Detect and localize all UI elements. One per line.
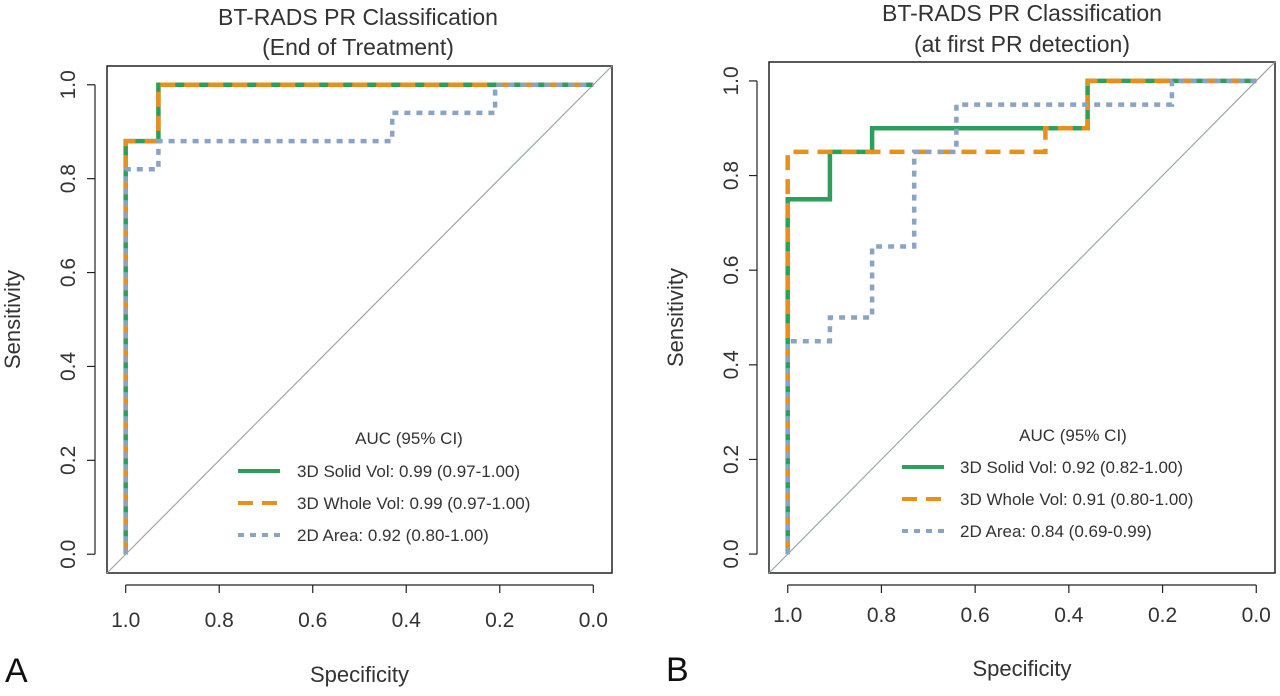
y-tick-label: 1.0 [57,70,80,99]
reference-diagonal [106,65,613,574]
x-tick-label: 0.2 [485,609,514,632]
legend-entry: 3D Whole Vol: 0.91 (0.80-1.00) [960,490,1193,509]
roc-curve-dotted [785,78,1257,555]
y-axis-label: Sensitivity [0,270,25,369]
y-tick-label: 0.6 [57,258,80,287]
x-tick-label: 0.6 [961,604,990,627]
y-axis-label: Sensitivity [663,268,688,367]
y-tick-label: 0.8 [57,164,80,193]
legend-title: AUC (95% CI) [355,429,463,448]
panel-letter: B [666,651,689,689]
y-tick-label: 1.0 [720,66,743,95]
y-tick-label: 0.6 [720,256,743,285]
y-tick-label: 0.2 [720,445,743,474]
legend-entry: 2D Area: 0.84 (0.69-0.99) [960,522,1152,541]
y-tick-label: 0.8 [720,161,743,190]
y-tick-label: 0.0 [57,540,80,569]
y-tick-label: 0.4 [57,352,80,382]
x-tick-label: 0.2 [1148,604,1177,627]
legend-entry: 3D Whole Vol: 0.99 (0.97-1.00) [297,494,530,513]
plot-frame [106,65,613,574]
panel-letter: A [5,652,28,690]
roc-curve-dotted [123,82,594,555]
x-axis-label: Specificity [972,656,1071,681]
roc-curve-dashed [785,78,1257,555]
legend-entry: 3D Solid Vol: 0.99 (0.97-1.00) [297,462,520,481]
plot-frame [768,61,1276,574]
chart-title-line: BT-RADS PR Classification [882,0,1162,26]
y-tick-label: 0.4 [720,350,743,380]
legend-entry: 2D Area: 0.92 (0.80-1.00) [297,526,489,545]
y-tick-label: 0.0 [720,539,743,568]
x-tick-label: 0.0 [579,609,608,632]
x-tick-label: 0.4 [392,609,422,632]
y-tick-label: 0.2 [57,446,80,475]
reference-diagonal [768,61,1276,574]
x-tick-label: 0.4 [1054,604,1084,627]
chart-title-line: BT-RADS PR Classification [218,4,498,30]
x-tick-label: 0.8 [205,609,234,632]
legend-entry: 3D Solid Vol: 0.92 (0.82-1.00) [960,458,1183,477]
x-tick-label: 1.0 [111,609,140,632]
chart-title-line: (End of Treatment) [262,34,454,60]
x-tick-label: 1.0 [773,604,802,627]
roc-panel-a: BT-RADS PR Classification (End of Treatme… [0,4,613,690]
chart-title-line: (at first PR detection) [914,31,1130,57]
x-tick-label: 0.8 [867,604,896,627]
x-axis-label: Specificity [310,662,409,687]
x-tick-label: 0.6 [298,609,327,632]
legend-title: AUC (95% CI) [1019,426,1127,445]
x-tick-label: 0.0 [1242,604,1271,627]
roc-panel-b: BT-RADS PR Classification (at first PR de… [663,0,1276,689]
